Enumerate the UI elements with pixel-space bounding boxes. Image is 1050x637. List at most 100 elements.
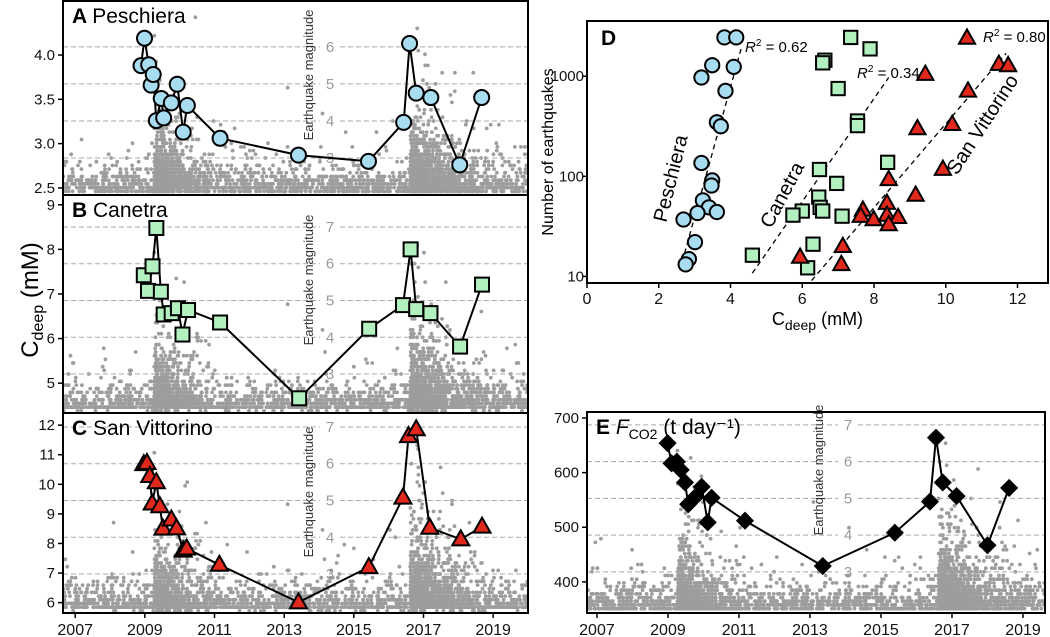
earthquake-dot — [171, 170, 176, 175]
earthquake-dot — [448, 152, 453, 157]
earthquake-dot — [479, 174, 484, 179]
earthquake-dot — [160, 133, 165, 138]
earthquake-dot — [215, 178, 220, 183]
earthquake-dot — [315, 185, 319, 190]
earthquake-dot — [349, 401, 353, 406]
earthquake-dot — [239, 182, 244, 186]
earthquake-dot — [160, 167, 165, 172]
earthquake-dot — [219, 163, 223, 168]
earthquake-dot — [358, 397, 363, 402]
earthquake-dot — [229, 141, 234, 146]
earthquake-dot — [88, 386, 93, 391]
earthquake-dot — [128, 383, 133, 387]
earthquake-dot — [155, 148, 159, 153]
earthquake-dot — [471, 178, 475, 183]
earthquake-dot — [465, 397, 469, 402]
earthquake-dot — [288, 189, 292, 194]
earthquake-dot — [234, 167, 238, 172]
earthquake-dot — [265, 386, 270, 391]
earthquake-dot — [103, 357, 108, 362]
earthquake-dot — [276, 394, 281, 398]
earthquake-dot — [492, 394, 496, 398]
earthquake-dot — [79, 390, 84, 395]
earthquake-dot — [208, 170, 212, 175]
earthquake-dot — [316, 189, 321, 194]
earthquake-dot — [425, 178, 429, 183]
earthquake-dot — [321, 386, 325, 391]
earthquake-dot — [325, 390, 330, 395]
earthquake-dot — [168, 141, 173, 146]
earthquake-dot — [425, 174, 429, 179]
earthquake-dot — [500, 163, 505, 168]
earthquake-dot — [79, 408, 84, 413]
earthquake-dot — [357, 174, 362, 179]
earthquake-dot — [446, 174, 451, 179]
earthquake-dot — [251, 148, 256, 153]
earthquake-dot — [175, 159, 180, 164]
earthquake-dot — [201, 159, 206, 164]
earthquake-dot — [71, 386, 76, 391]
earthquake-dot — [427, 148, 431, 153]
earthquake-dot — [482, 163, 487, 168]
earthquake-dot — [236, 408, 241, 413]
earthquake-dot — [416, 119, 420, 123]
earthquake-dot — [194, 394, 199, 398]
earthquake-dot — [128, 182, 133, 186]
earthquake-dot — [480, 182, 485, 186]
earthquake-dot — [353, 405, 357, 409]
earthquake-dot — [123, 397, 127, 402]
earthquake-dot — [269, 390, 274, 395]
earthquake-dot — [186, 185, 190, 190]
earthquake-dot — [145, 185, 150, 190]
earthquake-dot — [69, 397, 74, 402]
earthquake-dot — [247, 148, 252, 153]
earthquake-dot — [508, 163, 512, 168]
panel-title: A Peschiera — [72, 5, 186, 28]
earthquake-dot — [381, 174, 385, 179]
earthquake-dot — [386, 394, 391, 398]
earthquake-dot — [294, 189, 299, 194]
earthquake-dot — [447, 182, 451, 186]
earthquake-dot — [213, 394, 217, 398]
earthquake-dot — [271, 394, 276, 398]
earthquake-dot — [510, 167, 515, 172]
circle-marker — [451, 156, 469, 174]
earthquake-dot — [240, 170, 244, 175]
earthquake-dot — [271, 174, 276, 179]
earthquake-dot — [159, 185, 164, 190]
earthquake-dot — [199, 185, 204, 190]
earthquake-dot — [134, 390, 138, 395]
earthquake-dot — [172, 346, 177, 351]
earthquake-dot — [205, 167, 210, 172]
earthquake-dot — [180, 167, 185, 172]
earthquake-dot — [418, 167, 423, 172]
earthquake-dot — [483, 386, 488, 391]
earthquake-dot — [364, 383, 369, 387]
earthquake-dot — [429, 182, 433, 186]
earthquake-dot — [100, 401, 105, 406]
earthquake-dot — [442, 152, 447, 157]
earthquake-dot — [285, 145, 290, 149]
earthquake-dot — [382, 401, 387, 406]
earthquake-dot — [494, 182, 498, 186]
earthquake-dot — [152, 152, 157, 157]
earthquake-dot — [345, 408, 350, 413]
earthquake-dot — [69, 178, 74, 183]
earthquake-dot — [467, 383, 472, 387]
earthquake-dot — [154, 141, 159, 146]
earthquake-dot — [405, 383, 410, 387]
earthquake-dot — [450, 375, 455, 380]
earthquake-dot — [357, 178, 361, 183]
earthquake-dot — [234, 397, 239, 402]
earthquake-dot — [487, 408, 492, 413]
earthquake-dot — [241, 397, 246, 402]
earthquake-dot — [422, 182, 427, 186]
earthquake-dot — [236, 178, 240, 183]
earthquake-dot — [326, 386, 331, 391]
earthquake-dot — [409, 182, 414, 186]
earthquake-dot — [182, 185, 187, 190]
earthquake-dot — [193, 170, 198, 175]
earthquake-dot — [114, 386, 119, 391]
earthquake-dot — [196, 174, 200, 179]
earthquake-dot — [71, 182, 76, 186]
